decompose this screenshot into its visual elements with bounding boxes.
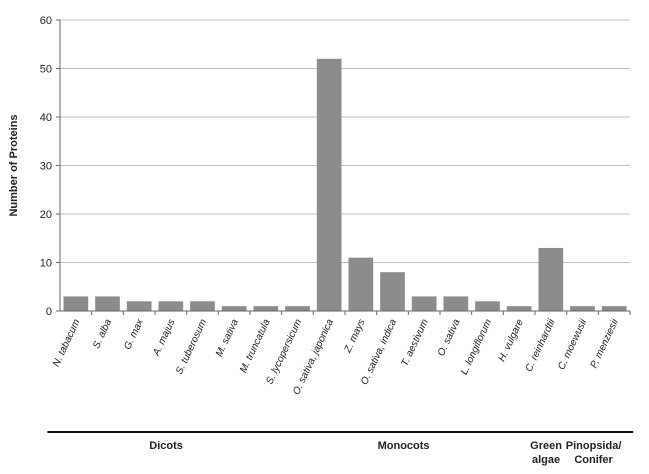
bar [601,306,627,311]
x-tick-label: N. tabacum [51,318,83,369]
x-tick-label: S. tuberosum [174,318,209,377]
group-label: Pinopsida/Conifer [566,440,622,466]
x-tick-label: M. truncatula [238,317,273,374]
group-brackets: Dicots Monocots Green algaePinopsida/Conife… [47,431,634,466]
bar [316,58,342,311]
gridlines [60,19,630,263]
x-tick-label: O. sativa, indica [359,317,399,387]
axes [56,19,631,315]
y-tick-label: 50 [40,64,52,76]
bar [570,306,595,311]
y-tick-label: 60 [40,15,52,27]
bar [63,296,89,311]
y-tick-label: 10 [40,258,52,270]
x-tick-label: M. sativa [214,317,241,358]
y-tick-label: 0 [46,306,52,318]
y-tick-label: 40 [40,112,52,124]
bar [253,306,279,311]
group-label: Dicots [149,440,183,452]
bar [126,301,152,311]
bar [348,257,374,311]
bar [221,306,247,311]
bar [158,301,184,311]
bar [285,306,310,311]
x-tick-label: Z. mays [342,318,367,356]
bar [538,247,564,311]
group-label: Green algae [530,440,562,466]
bar [506,306,532,311]
y-tick-label: 30 [40,161,52,173]
x-tick-label: P. menziesii [589,317,622,370]
x-tick-label: C. reinhardtii [524,317,558,374]
x-tick-label: C. moewusii [556,317,589,372]
y-axis-title: Number of Proteins [8,114,20,216]
bar [95,296,120,311]
x-tick-label: A. majus [151,318,178,359]
x-tick-label: T. aestivum [399,318,430,369]
bar [380,272,405,311]
group-label: Monocots [378,440,430,452]
y-tick-label: 20 [40,209,52,221]
bar [443,296,469,311]
bars [63,58,627,311]
x-tick-label: O. sativa [436,317,463,358]
x-tick-label: S. alba [91,317,114,350]
x-tick-label: L. longiflorum [459,318,494,377]
bar [475,301,500,311]
bar [190,301,215,311]
x-tick-label: H. vulgare [497,317,526,363]
x-tick-label: G. max [122,317,146,352]
y-tick-labels: 0 10 20 30 40 50 60 [40,15,52,318]
bar [411,296,437,311]
